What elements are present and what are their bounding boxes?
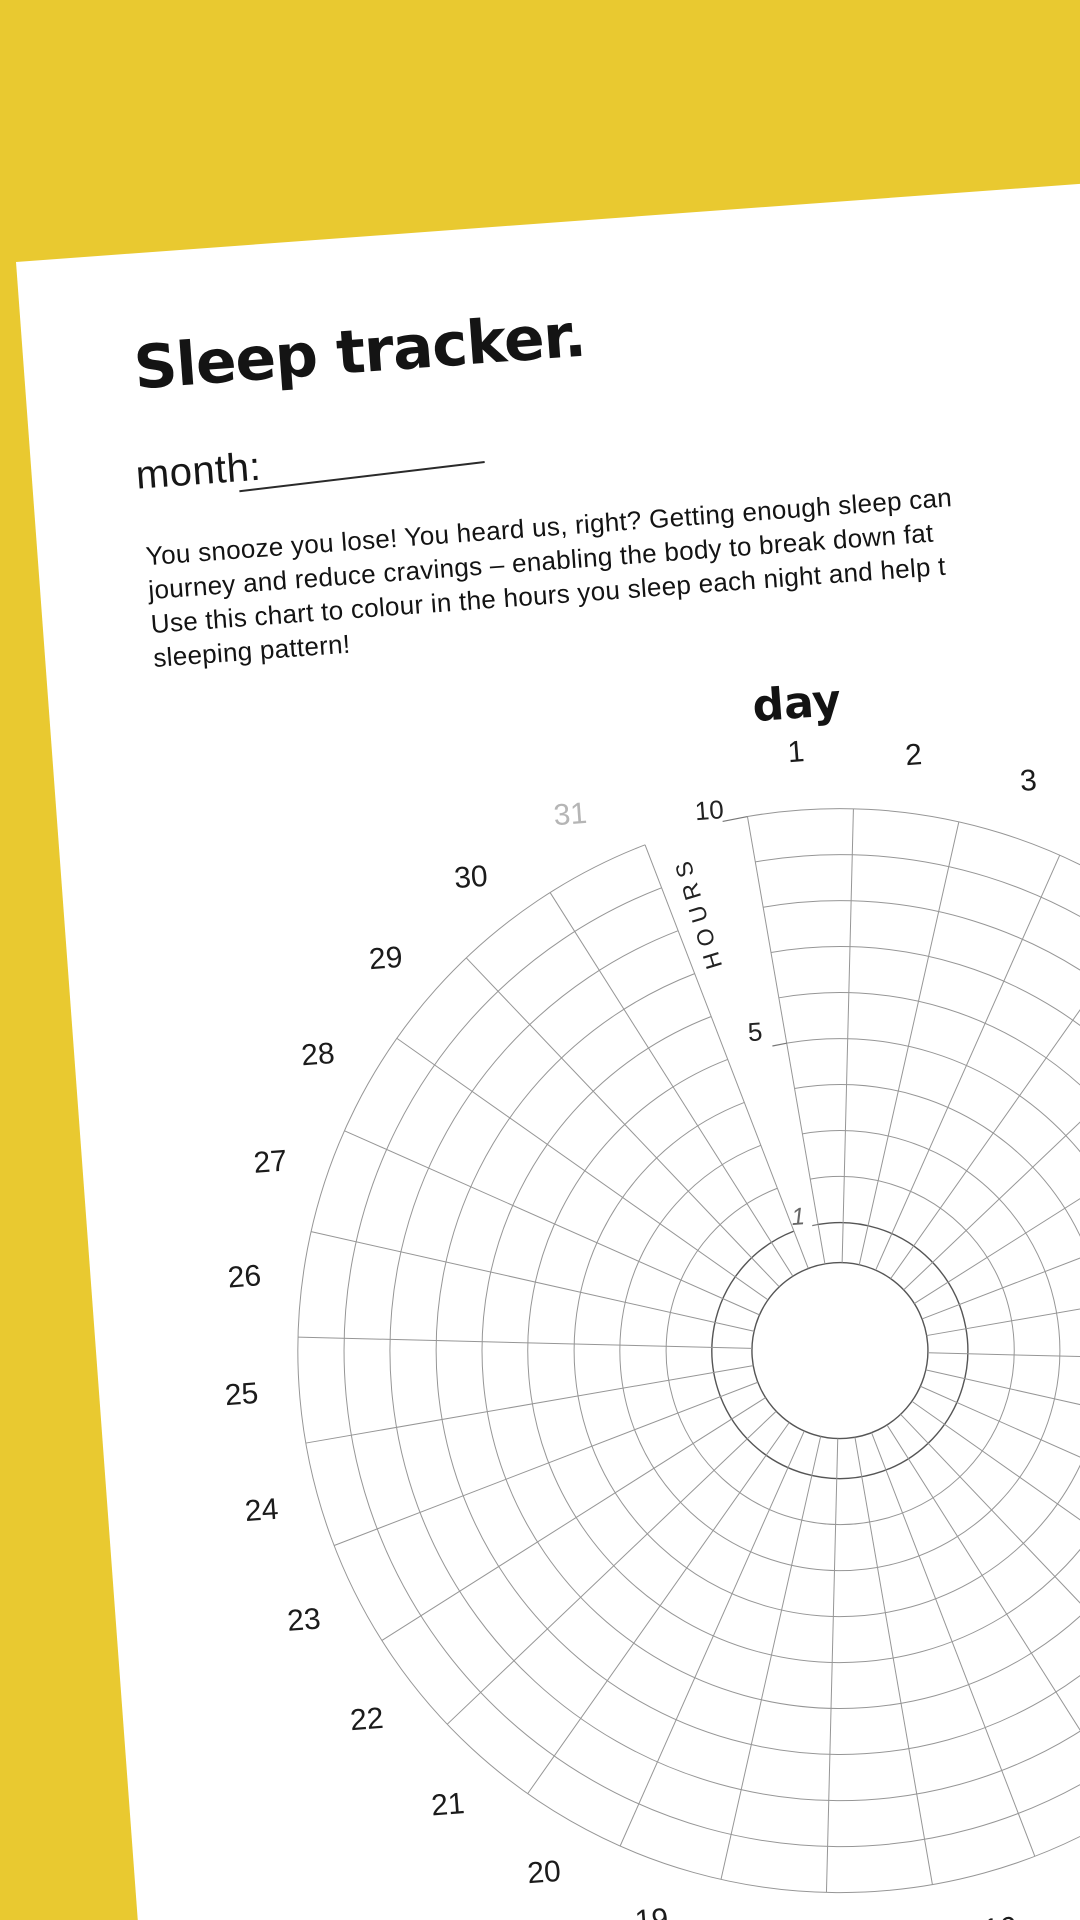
day-label: 27 (252, 1145, 288, 1180)
day-label: 24 (244, 1493, 280, 1528)
day-label: 25 (224, 1377, 260, 1412)
day-spoke-line (920, 1385, 1080, 1571)
hours-axis-label: HOURS (668, 852, 727, 973)
day-label: 16 (982, 1911, 1018, 1920)
day-spoke-line (446, 1410, 777, 1725)
day-label: 3 (1019, 764, 1038, 798)
day-spoke-line (746, 816, 826, 1264)
day-spoke-line (871, 1432, 1036, 1857)
day-spoke-line (900, 1413, 1080, 1744)
day-spoke-line (914, 1060, 1080, 1304)
day-label: 1 (786, 735, 805, 769)
day-spoke-line (925, 1369, 1080, 1470)
hour-tick (812, 1223, 819, 1227)
page-title: Sleep tracker. (131, 300, 588, 404)
hour-ring-line (665, 1176, 1015, 1525)
day-spoke-line (890, 907, 1080, 1279)
day-spoke-line (886, 1424, 1080, 1809)
day-label: 21 (430, 1787, 466, 1822)
day-spoke-line (841, 808, 854, 1263)
day-label: 28 (300, 1037, 336, 1072)
day-spoke-line (858, 821, 960, 1265)
day-label: 26 (227, 1259, 263, 1294)
paper-sheet: Sleep tracker. month: You snooze you los… (16, 150, 1080, 1920)
hour-tick (722, 815, 748, 823)
day-spoke-line (644, 844, 809, 1269)
day-spoke-line (305, 1365, 754, 1444)
day-label: 20 (526, 1855, 562, 1890)
day-label: 22 (349, 1702, 385, 1737)
day-spoke-line (875, 854, 1061, 1271)
day-spoke-line (825, 1438, 839, 1893)
day-spoke-line (854, 1437, 933, 1885)
day-label: 30 (453, 860, 489, 895)
day-spoke-line (311, 1231, 755, 1332)
hour-ring-line (481, 992, 1080, 1710)
day-spoke-line (396, 1037, 769, 1301)
intro-paragraph: You snooze you lose! You heard us, right… (145, 444, 1080, 675)
day-spoke-line (911, 1400, 1080, 1664)
inner-circle (751, 1261, 929, 1440)
sleep-polar-chart: 1510HOURS1234567891011121314151617181920… (224, 735, 1080, 1920)
hour-ring-line (435, 946, 1080, 1755)
month-input-line (239, 461, 485, 493)
hour-ring-line (573, 1084, 1080, 1618)
hour-tick-label: 5 (747, 1016, 764, 1047)
day-spoke-line (926, 1257, 1080, 1337)
hour-ring-line (527, 1038, 1080, 1664)
hour-ring-line (711, 1221, 969, 1480)
day-spoke-line (720, 1436, 822, 1880)
day-spoke-line (298, 1336, 752, 1349)
day-label: 23 (286, 1602, 322, 1637)
hour-tick-label: 1 (790, 1203, 805, 1231)
day-spoke-line (334, 1381, 759, 1546)
hour-tick (772, 1042, 787, 1047)
day-label: 19 (634, 1903, 670, 1920)
day-spoke-line (344, 1130, 760, 1316)
hour-tick-label: 10 (694, 794, 725, 826)
day-spoke-line (381, 1397, 766, 1641)
hour-ring-line (343, 854, 1080, 1848)
hour-ring-line (297, 808, 1080, 1894)
day-spoke-line (549, 892, 794, 1277)
day-label: 29 (368, 941, 404, 976)
hour-ring-line (389, 900, 1080, 1802)
day-label: 2 (904, 738, 923, 772)
day-spoke-line (465, 957, 780, 1288)
day-spoke-line (921, 1155, 1080, 1320)
day-spoke-line (927, 1352, 1080, 1365)
hour-ring-line (619, 1130, 1061, 1572)
day-spoke-line (903, 976, 1080, 1291)
day-label: 31 (552, 797, 588, 832)
day-spoke-line (619, 1430, 805, 1847)
day-spoke-line (527, 1422, 790, 1794)
